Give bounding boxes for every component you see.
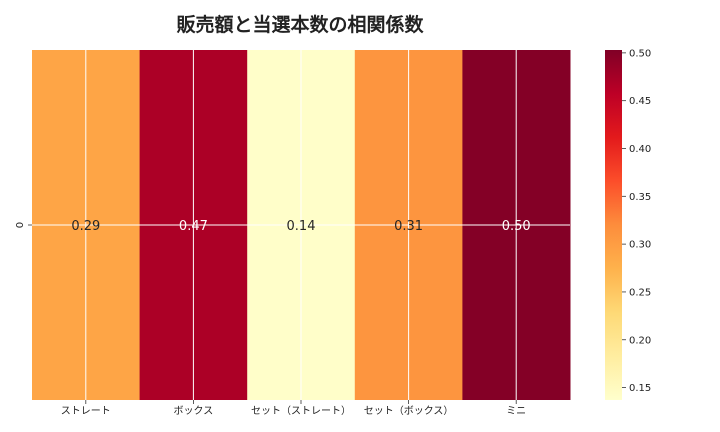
colorbar-tick-label: 0.25 [629,287,651,298]
cell-value-label: 0.31 [394,219,423,234]
y-tick-label: 0 [15,222,26,228]
cell-value-label: 0.14 [287,219,316,234]
colorbar-tick-label: 0.35 [629,192,651,203]
x-tick-label: セット（ストレート） [251,405,351,417]
colorbar-ticks: 0.15 0.20 0.25 0.30 0.35 0.40 0.45 0.50 [622,48,651,394]
colorbar-tick-label: 0.15 [629,383,651,394]
cell-annotations: 0.29 0.47 0.14 0.31 0.50 [71,219,530,234]
y-axis-ticks: 0 [15,222,32,228]
colorbar-tick-label: 0.45 [629,96,651,107]
x-tick-label: セット（ボックス） [364,405,454,417]
x-tick-label: ストレート [61,406,111,417]
colorbar-tick-label: 0.50 [629,48,651,59]
x-axis-ticks: ストレート ボックス セット（ストレート） セット（ボックス） ミニ [61,400,526,417]
colorbar-tick-label: 0.40 [629,144,651,155]
grid-lines [32,50,570,400]
cell-value-label: 0.29 [71,219,100,234]
x-tick-label: ボックス [174,405,214,417]
x-tick-label: ミニ [506,406,526,417]
colorbar-tick-label: 0.30 [629,240,651,251]
chart-title: 販売額と当選本数の相関係数 [176,14,424,36]
cell-value-label: 0.47 [179,219,208,234]
colorbar [605,50,622,400]
cell-value-label: 0.50 [502,219,531,234]
colorbar-tick-label: 0.20 [629,335,651,346]
